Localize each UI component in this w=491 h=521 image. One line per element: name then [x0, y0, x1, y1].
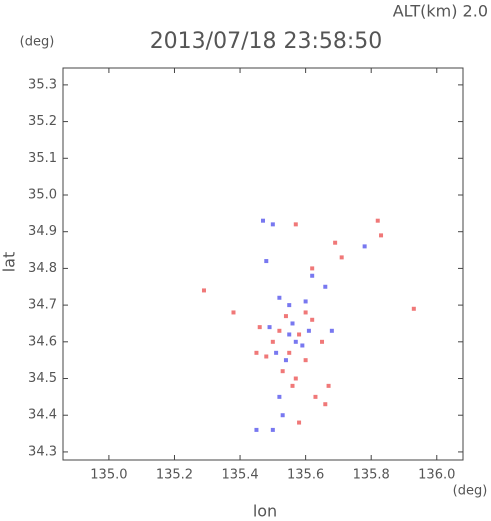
y-tick-label: 34.5 — [28, 371, 57, 386]
radar-echo — [287, 303, 292, 308]
radar-echo — [283, 358, 288, 363]
y-axis-label: lat — [0, 252, 19, 273]
radar-echo — [306, 328, 311, 333]
radar-echo — [290, 383, 295, 388]
radar-echo — [297, 332, 302, 337]
radar-echo — [323, 284, 328, 289]
y-tick-label: 35.2 — [28, 114, 57, 129]
radar-echo — [280, 369, 285, 374]
radar-echo — [270, 427, 275, 432]
y-tick-label: 34.3 — [28, 444, 57, 459]
radar-echo — [303, 358, 308, 363]
radar-echo — [303, 299, 308, 304]
radar-echo — [264, 259, 269, 264]
y-tick-label: 35.3 — [28, 77, 57, 92]
radar-echo — [277, 295, 282, 300]
radar-echo — [231, 310, 236, 315]
radar-echo — [323, 402, 328, 407]
y-tick-label: 34.7 — [28, 298, 57, 313]
x-tick-label: 136.0 — [418, 468, 455, 483]
radar-echo — [267, 325, 272, 330]
chart-title: 2013/07/18 23:58:50 — [150, 29, 383, 54]
radar-echo — [333, 240, 338, 245]
x-tick-label: 135.6 — [287, 468, 324, 483]
radar-echo — [310, 273, 315, 278]
radar-echo — [326, 383, 331, 388]
radar-echo — [320, 339, 325, 344]
plot-frame — [62, 67, 464, 461]
altitude-label: ALT(km) 2.0 — [393, 2, 488, 21]
radar-echo — [257, 325, 262, 330]
x-tick-label: 135.4 — [221, 468, 258, 483]
radar-echo — [362, 244, 367, 249]
x-tick-label: 135.8 — [353, 468, 390, 483]
y-tick-label: 34.9 — [28, 224, 57, 239]
radar-echo — [280, 413, 285, 418]
radar-echo — [201, 288, 206, 293]
radar-echo — [287, 350, 292, 355]
radar-echo — [310, 266, 315, 271]
radar-echo — [339, 255, 344, 260]
radar-echo — [293, 222, 298, 227]
y-unit: (deg) — [20, 35, 55, 50]
radar-echo — [375, 218, 380, 223]
radar-echo — [270, 222, 275, 227]
radar-echo — [264, 354, 269, 359]
radar-echo — [300, 343, 305, 348]
radar-echo — [254, 427, 259, 432]
radar-echo — [283, 314, 288, 319]
radar-echo — [254, 350, 259, 355]
radar-echo — [261, 218, 265, 223]
radar-echo — [287, 332, 292, 337]
radar-echo — [411, 306, 416, 311]
y-tick-label: 34.4 — [28, 408, 57, 423]
radar-echo — [277, 394, 282, 399]
x-unit: (deg) — [453, 484, 488, 499]
radar-echo — [379, 233, 384, 238]
y-tick-label: 34.6 — [28, 334, 57, 349]
radar-echo — [274, 350, 279, 355]
radar-echo — [290, 321, 295, 326]
radar-echo — [313, 394, 318, 399]
radar-echo — [293, 376, 298, 381]
radar-echo — [277, 328, 282, 333]
radar-echo — [310, 317, 315, 322]
y-tick-label: 34.8 — [28, 261, 57, 276]
radar-echo — [293, 339, 298, 344]
y-tick-label: 35.0 — [28, 187, 57, 202]
x-axis-label: lon — [253, 502, 277, 521]
radar-echo — [270, 339, 275, 344]
radar-echo — [297, 420, 302, 425]
radar-echo — [303, 310, 308, 315]
radar-echo — [329, 328, 334, 333]
x-tick-label: 135.0 — [90, 468, 127, 483]
y-tick-label: 35.1 — [28, 151, 57, 166]
x-tick-label: 135.2 — [156, 468, 193, 483]
